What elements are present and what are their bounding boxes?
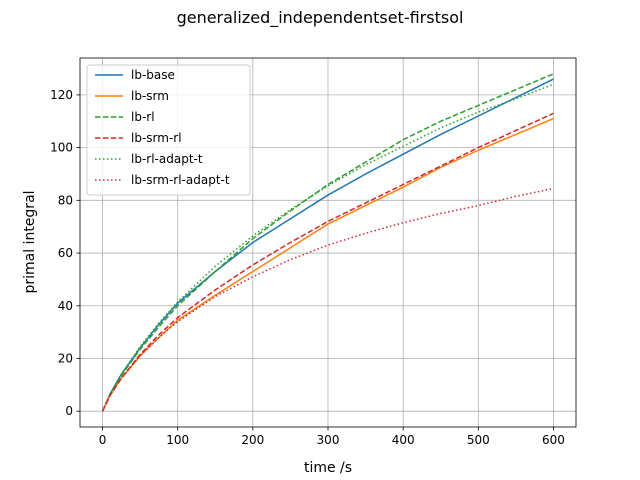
- x-tick-label: 400: [392, 433, 415, 447]
- series-line-lb-base: [101, 78, 554, 412]
- x-axis: 0 100 200 300 400 500 600: [99, 427, 565, 447]
- y-tick-label: 20: [58, 351, 73, 365]
- y-axis-label: primal integral: [22, 190, 38, 293]
- y-tick-label: 60: [58, 246, 73, 260]
- series-line-lb-srm-rl-adapt-t: [101, 187, 554, 412]
- x-tick-label: 600: [542, 433, 565, 447]
- y-axis: 0 20 40 60 80 100 120: [50, 88, 80, 418]
- y-tick-label: 100: [50, 141, 73, 155]
- x-tick-label: 0: [99, 433, 107, 447]
- series-line-lb-rl: [101, 73, 554, 412]
- y-tick-label: 40: [58, 299, 73, 313]
- x-axis-label: time /s: [304, 460, 352, 476]
- x-tick-label: 300: [317, 433, 340, 447]
- x-tick-label: 100: [166, 433, 189, 447]
- legend-box: [86, 64, 251, 196]
- series-lines: [101, 73, 554, 412]
- series-line-lb-rl-adapt-t: [101, 83, 554, 412]
- legend-label: lb-base: [131, 68, 175, 82]
- y-tick-label: 0: [65, 404, 73, 418]
- y-tick-label: 120: [50, 88, 73, 102]
- legend-label: lb-srm: [131, 89, 169, 103]
- x-tick-label: 200: [241, 433, 264, 447]
- y-tick-label: 80: [58, 193, 73, 207]
- legend-label: lb-rl-adapt-t: [131, 152, 203, 166]
- legend-label: lb-srm-rl-adapt-t: [131, 173, 230, 187]
- legend-label: lb-srm-rl: [131, 131, 182, 145]
- series-line-lb-srm-rl: [101, 112, 554, 412]
- legend-label: lb-rl: [131, 110, 155, 124]
- x-tick-label: 500: [467, 433, 490, 447]
- chart-title: generalized_independentset-firstsol: [177, 8, 464, 28]
- legend: lb-base lb-srm lb-rl lb-srm-rl lb-rl-adapt-t…: [86, 64, 251, 196]
